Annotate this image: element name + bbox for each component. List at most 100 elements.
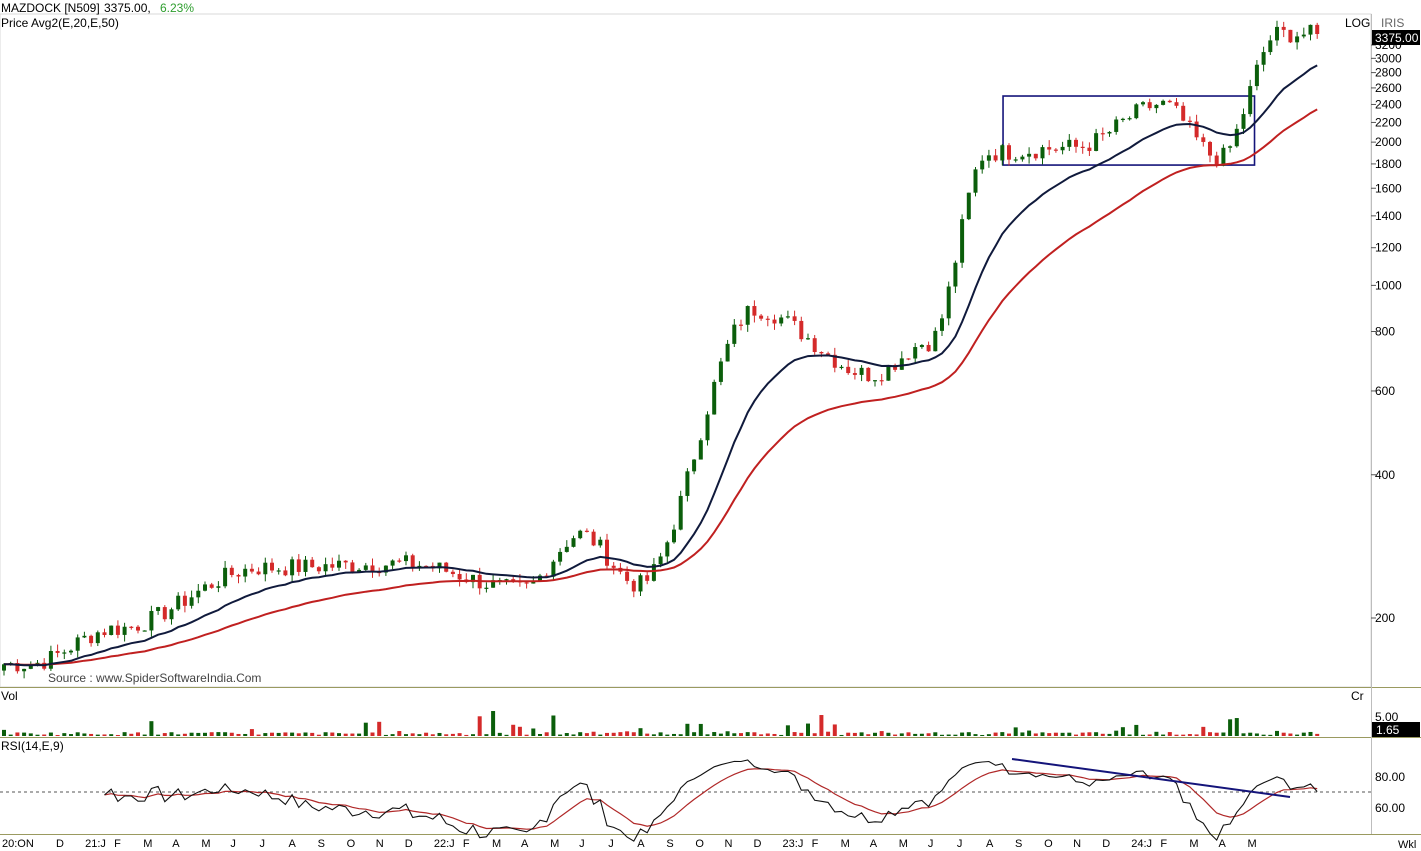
- volume-bar: [102, 734, 107, 736]
- candle-body: [1074, 139, 1078, 147]
- month-label: A: [1218, 838, 1226, 850]
- month-label: M: [1248, 838, 1257, 850]
- candle-body: [859, 367, 864, 375]
- candle-body: [819, 352, 824, 354]
- volume-bar: [933, 732, 938, 736]
- volume-bar: [1027, 730, 1032, 736]
- volume-bar: [732, 733, 737, 736]
- candle-body: [973, 169, 978, 193]
- price-tick-label: 200: [1375, 611, 1395, 625]
- candle-body: [484, 587, 489, 589]
- volume-bar: [1288, 733, 1293, 736]
- month-label: O: [347, 838, 356, 850]
- candle-body: [873, 380, 877, 382]
- volume-bar: [497, 732, 502, 736]
- volume-bar: [115, 734, 120, 736]
- scale-mode-label[interactable]: LOG: [1345, 16, 1370, 30]
- volume-bar: [1221, 732, 1226, 736]
- candle-body: [350, 562, 355, 572]
- volume-bar: [424, 732, 429, 736]
- candle-body: [524, 582, 529, 584]
- candle-body: [960, 219, 965, 263]
- volume-bar: [1254, 733, 1259, 736]
- volume-bar: [1194, 734, 1199, 736]
- volume-bar: [129, 733, 134, 736]
- volume-bar: [926, 733, 931, 736]
- volume-bar: [1107, 733, 1112, 736]
- volume-bar: [1234, 718, 1239, 736]
- volume-bar: [417, 734, 422, 736]
- volume-bar: [598, 734, 603, 736]
- volume-bar: [1281, 732, 1286, 736]
- candle-body: [1181, 105, 1186, 121]
- volume-bar: [1147, 734, 1152, 736]
- candle-body: [598, 539, 603, 546]
- volume-bar: [1241, 733, 1246, 736]
- candle-body: [216, 586, 221, 588]
- volume-bar: [249, 729, 254, 736]
- month-label: N: [376, 838, 384, 850]
- candle-body: [1053, 149, 1058, 151]
- volume-bar: [350, 733, 355, 736]
- volume-bar: [993, 732, 998, 736]
- candle-body: [919, 344, 924, 348]
- candle-body: [759, 315, 764, 319]
- candle-body: [15, 662, 20, 672]
- candle-body: [1100, 133, 1105, 135]
- candle-body: [1060, 146, 1065, 151]
- volume-bar: [410, 733, 415, 736]
- volume-bar: [651, 734, 656, 736]
- price-tick-label: 1200: [1375, 241, 1402, 255]
- candle-body: [223, 567, 228, 587]
- candle-body: [55, 651, 60, 653]
- volume-bar: [477, 716, 482, 736]
- period-label[interactable]: Wkl: [1398, 839, 1416, 851]
- candle-body: [28, 665, 33, 669]
- volume-bar: [1248, 732, 1253, 736]
- volume-bar: [1053, 732, 1058, 736]
- volume-bar: [2, 729, 6, 736]
- volume-bar: [95, 734, 100, 736]
- candle-body: [658, 556, 663, 565]
- candle-body: [1007, 145, 1011, 160]
- volume-bar: [209, 732, 214, 736]
- source-label: Source : www.SpiderSoftwareIndia.Com: [48, 671, 261, 685]
- volume-bar: [22, 732, 27, 736]
- volume-bar: [450, 733, 455, 736]
- candle-body: [1013, 159, 1018, 161]
- candle-body: [611, 565, 616, 568]
- candle-body: [417, 565, 422, 568]
- volume-bar: [1295, 734, 1300, 736]
- volume-bar: [430, 734, 435, 736]
- candle-body: [491, 580, 496, 588]
- candle-body: [926, 344, 931, 352]
- month-label: M: [143, 838, 152, 850]
- candle-body: [196, 590, 201, 598]
- volume-bar: [806, 723, 810, 736]
- volume-current: 1.65: [1376, 723, 1400, 737]
- candle-body: [457, 574, 462, 580]
- candle-body: [1147, 102, 1152, 109]
- candle-body: [1107, 131, 1112, 134]
- volume-tick: 5.00: [1375, 710, 1399, 724]
- month-label: M: [899, 838, 908, 850]
- volume-bar: [772, 733, 777, 736]
- candle-body: [236, 574, 241, 577]
- month-label: J: [259, 838, 265, 850]
- candle-body: [169, 609, 174, 620]
- candle-body: [785, 316, 790, 318]
- volume-bar: [75, 732, 80, 736]
- candle-body: [424, 565, 429, 568]
- candle-body: [1234, 128, 1239, 147]
- volume-bar: [357, 733, 362, 736]
- month-label: M: [841, 838, 850, 850]
- candle-body: [826, 353, 831, 355]
- volume-bar: [953, 734, 958, 736]
- candle-body: [270, 562, 274, 571]
- candle-body: [1141, 102, 1145, 105]
- volume-bar: [397, 731, 402, 736]
- volume-bar: [504, 734, 509, 736]
- candle-body: [953, 262, 958, 287]
- volume-bar: [1181, 734, 1186, 736]
